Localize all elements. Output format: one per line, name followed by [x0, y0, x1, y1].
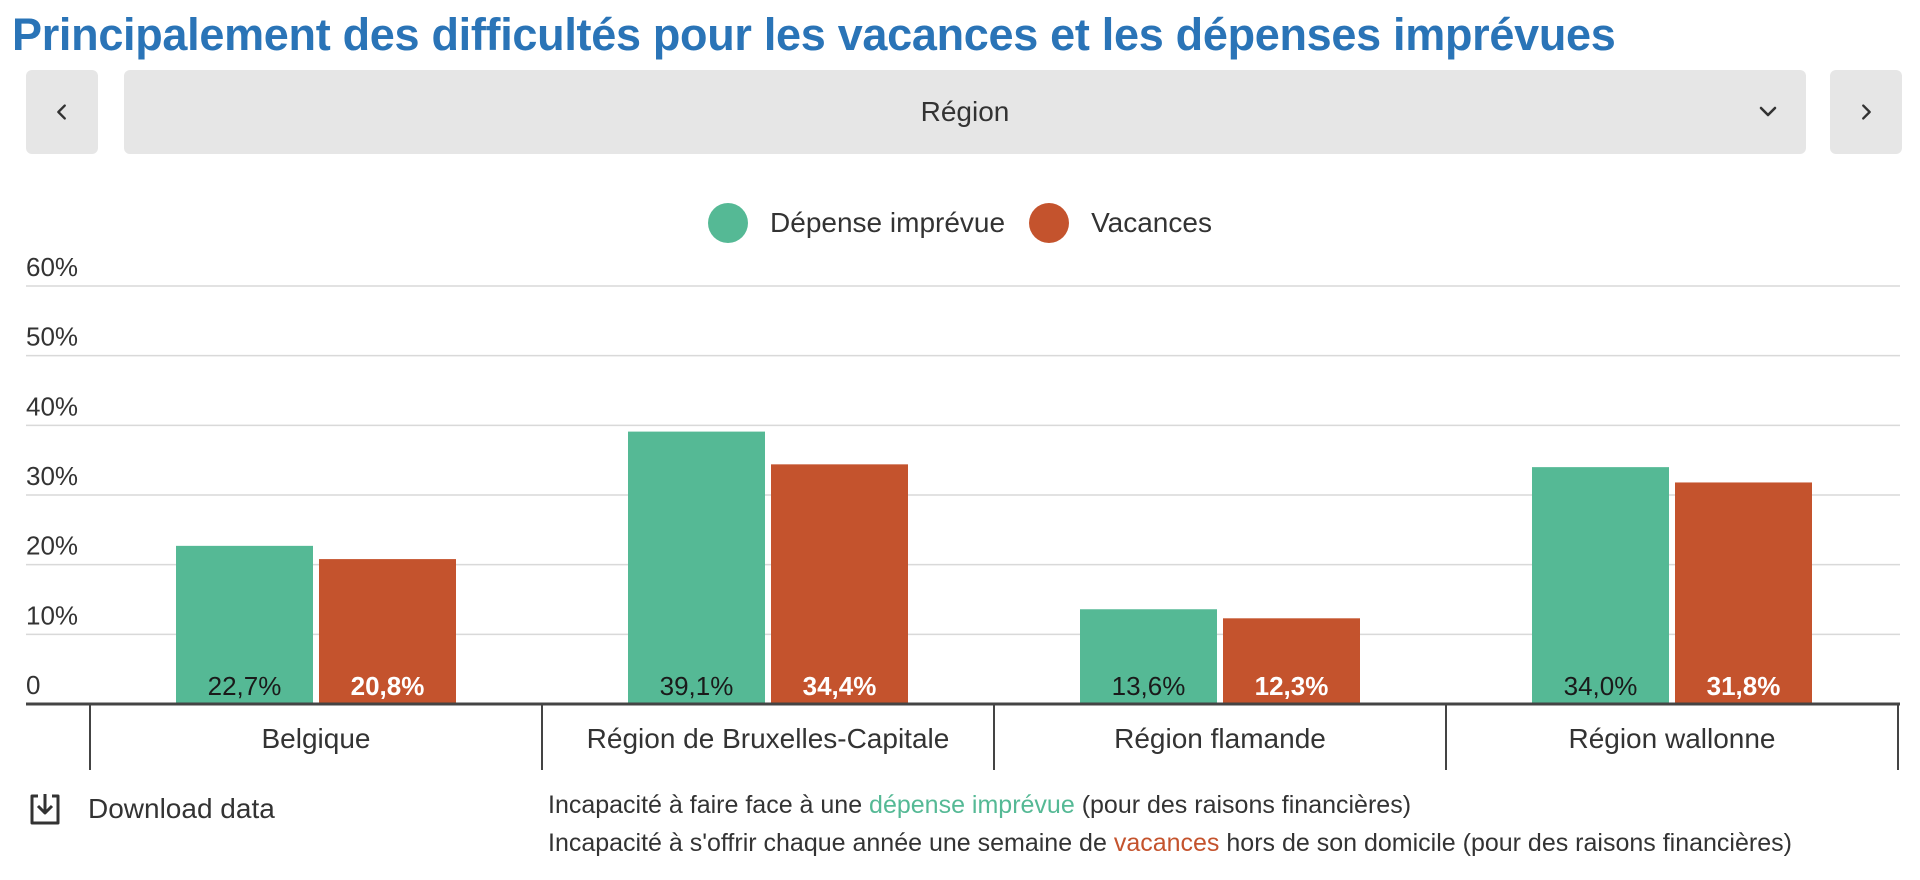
note-highlight-depense: dépense imprévue [869, 791, 1075, 819]
x-tick-label: Belgique [262, 723, 371, 754]
note-text: (pour des raisons financières) [1074, 791, 1412, 819]
note-text: Incapacité à faire face à une [548, 791, 870, 819]
data-label: 39,1% [660, 671, 734, 701]
download-data-label: Download data [88, 793, 275, 824]
legend-label: Vacances [1091, 207, 1212, 238]
data-label: 12,3% [1255, 671, 1329, 701]
chevron-down-icon [1759, 106, 1777, 117]
note-vacances: Incapacité à s'offrir chaque année une s… [548, 824, 1792, 862]
legend-swatch-green [708, 203, 749, 243]
y-tick-label: 10% [26, 600, 78, 630]
region-selector[interactable]: Région [124, 70, 1806, 154]
x-tick-label: Région wallonne [1568, 723, 1775, 754]
next-button[interactable] [1830, 70, 1902, 154]
y-tick-label: 50% [26, 322, 78, 352]
data-label: 31,8% [1707, 671, 1781, 701]
data-label: 13,6% [1112, 671, 1186, 701]
y-tick-label: 0 [26, 670, 40, 700]
download-data-button[interactable]: Download data [26, 790, 275, 828]
data-label: 34,4% [803, 671, 877, 701]
bar [771, 464, 908, 704]
note-text: hors de son domicile (pour des raisons f… [1219, 829, 1792, 857]
bar [1532, 467, 1669, 704]
x-tick-label: Région flamande [1114, 723, 1326, 754]
bar [628, 431, 765, 704]
chart-notes: Incapacité à faire face à une dépense im… [548, 786, 1792, 862]
note-depense: Incapacité à faire face à une dépense im… [548, 786, 1792, 824]
y-tick-label: 20% [26, 531, 78, 561]
chevron-right-icon [1862, 104, 1871, 120]
y-tick-label: 60% [26, 252, 78, 282]
data-label: 20,8% [351, 671, 425, 701]
download-icon [30, 794, 60, 825]
chevron-left-icon [57, 104, 66, 120]
region-selector-value: Région [920, 96, 1010, 127]
bar [1080, 609, 1217, 704]
bar [319, 559, 456, 704]
bar [1675, 482, 1812, 704]
x-tick-label: Région de Bruxelles-Capitale [587, 723, 950, 754]
legend-label: Dépense imprévue [770, 207, 1006, 238]
legend-item-depense[interactable]: Dépense imprévue [708, 203, 1005, 243]
data-label: 34,0% [1564, 671, 1638, 701]
chart-legend: Dépense imprévue Vacances [0, 202, 1920, 244]
note-text: Incapacité à s'offrir chaque année une s… [548, 829, 1114, 857]
y-tick-label: 30% [26, 461, 78, 491]
page-title: Principalement des difficultés pour les … [12, 9, 1616, 60]
bar [1223, 618, 1360, 704]
legend-swatch-orange [1029, 203, 1070, 243]
data-label: 22,7% [208, 671, 282, 701]
y-tick-label: 40% [26, 391, 78, 421]
bar [176, 545, 313, 704]
previous-button[interactable] [26, 70, 98, 154]
legend-item-vacances[interactable]: Vacances [1029, 203, 1212, 243]
note-highlight-vacances: vacances [1113, 829, 1220, 857]
bar-chart: 0 10% 20% 30% 40% 50% 60% 22,7% 20,8% Belgique 39,… [26, 252, 1900, 770]
